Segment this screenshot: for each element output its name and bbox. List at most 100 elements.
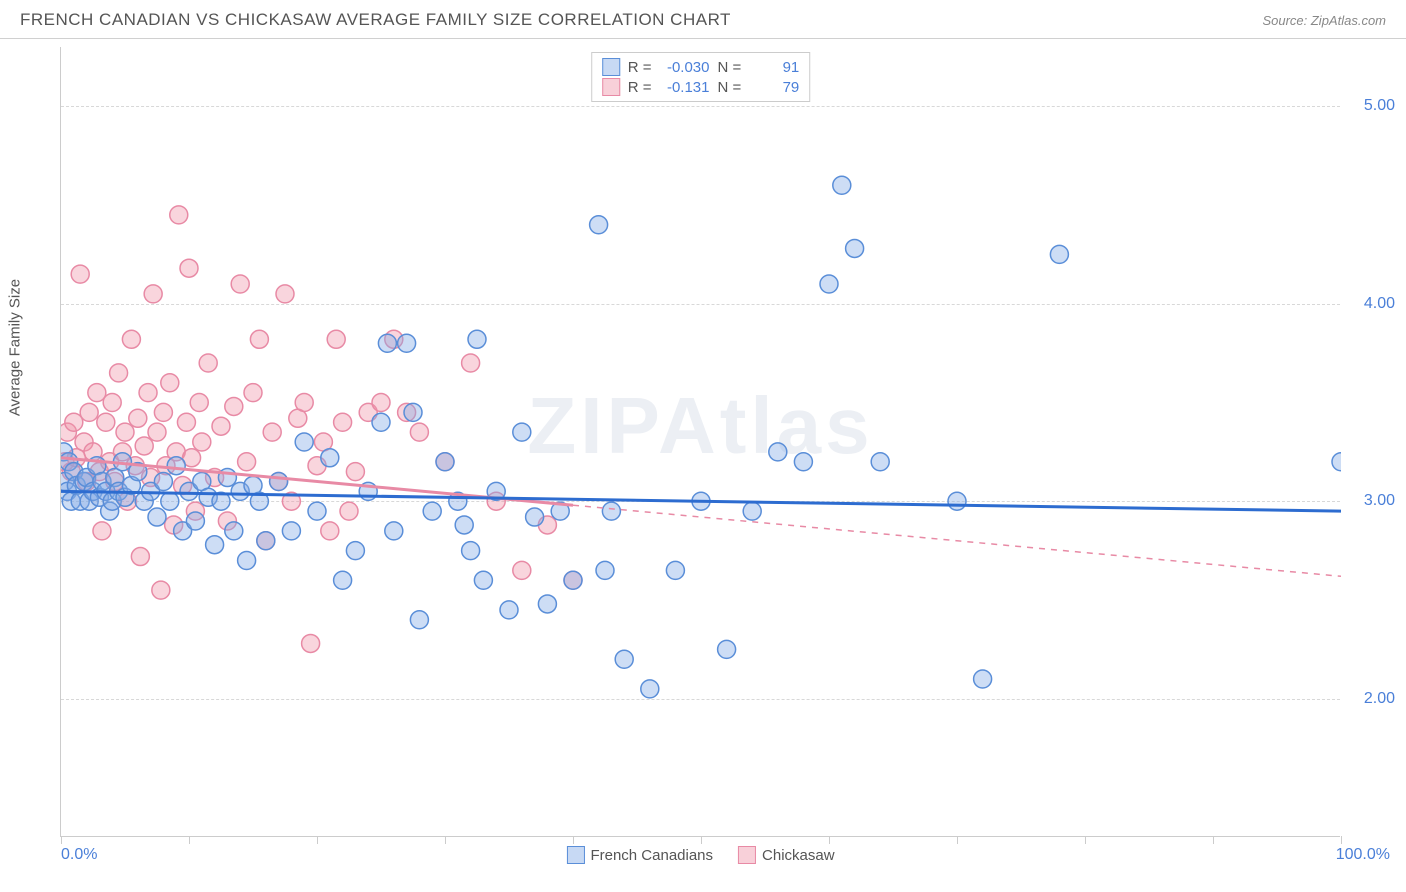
- scatter-point-blue: [602, 502, 620, 520]
- stats-box: R = -0.030 N = 91 R = -0.131 N = 79: [591, 52, 811, 102]
- scatter-point-blue: [455, 516, 473, 534]
- scatter-point-pink: [93, 522, 111, 540]
- scatter-point-pink: [346, 463, 364, 481]
- scatter-point-pink: [462, 354, 480, 372]
- scatter-point-pink: [103, 394, 121, 412]
- scatter-point-blue: [385, 522, 403, 540]
- scatter-point-pink: [250, 330, 268, 348]
- scatter-point-pink: [135, 437, 153, 455]
- r-label: R =: [628, 59, 652, 76]
- scatter-point-pink: [154, 403, 172, 421]
- scatter-point-blue: [500, 601, 518, 619]
- scatter-point-blue: [590, 216, 608, 234]
- scatter-point-blue: [404, 403, 422, 421]
- scatter-point-blue: [538, 595, 556, 613]
- scatter-point-blue: [948, 492, 966, 510]
- scatter-point-blue: [769, 443, 787, 461]
- scatter-point-blue: [238, 552, 256, 570]
- chart-area: Average Family Size ZIPAtlas R = -0.030 …: [60, 47, 1386, 837]
- x-tick: [701, 836, 702, 844]
- scatter-point-blue: [423, 502, 441, 520]
- scatter-point-blue: [666, 561, 684, 579]
- scatter-point-blue: [974, 670, 992, 688]
- stats-row-pink: R = -0.131 N = 79: [602, 77, 800, 97]
- scatter-point-pink: [225, 397, 243, 415]
- scatter-point-blue: [167, 457, 185, 475]
- scatter-point-pink: [97, 413, 115, 431]
- n-label: N =: [718, 79, 742, 96]
- scatter-point-blue: [308, 502, 326, 520]
- scatter-point-pink: [152, 581, 170, 599]
- scatter-point-blue: [148, 508, 166, 526]
- scatter-point-blue: [743, 502, 761, 520]
- y-tick-label: 2.00: [1364, 690, 1395, 708]
- scatter-point-pink: [212, 417, 230, 435]
- x-tick: [189, 836, 190, 844]
- scatter-point-pink: [513, 561, 531, 579]
- scatter-point-blue: [513, 423, 531, 441]
- scatter-point-blue: [270, 473, 288, 491]
- scatter-point-pink: [139, 384, 157, 402]
- scatter-point-pink: [193, 433, 211, 451]
- y-tick-label: 3.00: [1364, 492, 1395, 510]
- legend-label-pink: Chickasaw: [762, 847, 835, 864]
- scatter-point-pink: [180, 259, 198, 277]
- scatter-point-pink: [131, 548, 149, 566]
- x-tick: [1213, 836, 1214, 844]
- trend-line-pink-dash: [573, 505, 1341, 576]
- r-value-pink: -0.131: [660, 79, 710, 96]
- x-tick: [829, 836, 830, 844]
- scatter-point-pink: [231, 275, 249, 293]
- scatter-point-blue: [820, 275, 838, 293]
- n-label: N =: [718, 59, 742, 76]
- x-tick: [317, 836, 318, 844]
- swatch-pink-icon: [738, 846, 756, 864]
- scatter-point-pink: [199, 354, 217, 372]
- bottom-legend: French Canadians Chickasaw: [566, 846, 834, 864]
- scatter-point-blue: [154, 473, 172, 491]
- scatter-point-pink: [116, 423, 134, 441]
- swatch-pink-icon: [602, 78, 620, 96]
- scatter-point-pink: [410, 423, 428, 441]
- x-tick: [61, 836, 62, 844]
- scatter-point-blue: [596, 561, 614, 579]
- x-tick: [1341, 836, 1342, 844]
- x-label-left: 0.0%: [61, 846, 97, 864]
- scatter-point-blue: [378, 334, 396, 352]
- scatter-point-blue: [474, 571, 492, 589]
- scatter-point-blue: [641, 680, 659, 698]
- scatter-point-pink: [327, 330, 345, 348]
- n-value-blue: 91: [749, 59, 799, 76]
- scatter-point-blue: [564, 571, 582, 589]
- scatter-point-pink: [71, 265, 89, 283]
- scatter-point-blue: [257, 532, 275, 550]
- scatter-point-blue: [1050, 245, 1068, 263]
- scatter-point-pink: [340, 502, 358, 520]
- scatter-point-pink: [295, 394, 313, 412]
- x-tick: [573, 836, 574, 844]
- n-value-pink: 79: [749, 79, 799, 96]
- scatter-point-blue: [398, 334, 416, 352]
- legend-item-pink: Chickasaw: [738, 846, 835, 864]
- scatter-point-blue: [186, 512, 204, 530]
- scatter-point-pink: [110, 364, 128, 382]
- scatter-point-pink: [334, 413, 352, 431]
- scatter-point-blue: [334, 571, 352, 589]
- scatter-point-blue: [833, 176, 851, 194]
- r-label: R =: [628, 79, 652, 96]
- scatter-point-blue: [462, 542, 480, 560]
- scatter-point-pink: [238, 453, 256, 471]
- x-tick: [1085, 836, 1086, 844]
- scatter-point-pink: [244, 384, 262, 402]
- scatter-point-pink: [80, 403, 98, 421]
- scatter-point-pink: [190, 394, 208, 412]
- swatch-blue-icon: [602, 58, 620, 76]
- scatter-point-blue: [468, 330, 486, 348]
- swatch-blue-icon: [566, 846, 584, 864]
- scatter-point-pink: [276, 285, 294, 303]
- scatter-point-blue: [282, 522, 300, 540]
- scatter-point-pink: [302, 634, 320, 652]
- scatter-point-pink: [321, 522, 339, 540]
- scatter-point-blue: [718, 640, 736, 658]
- r-value-blue: -0.030: [660, 59, 710, 76]
